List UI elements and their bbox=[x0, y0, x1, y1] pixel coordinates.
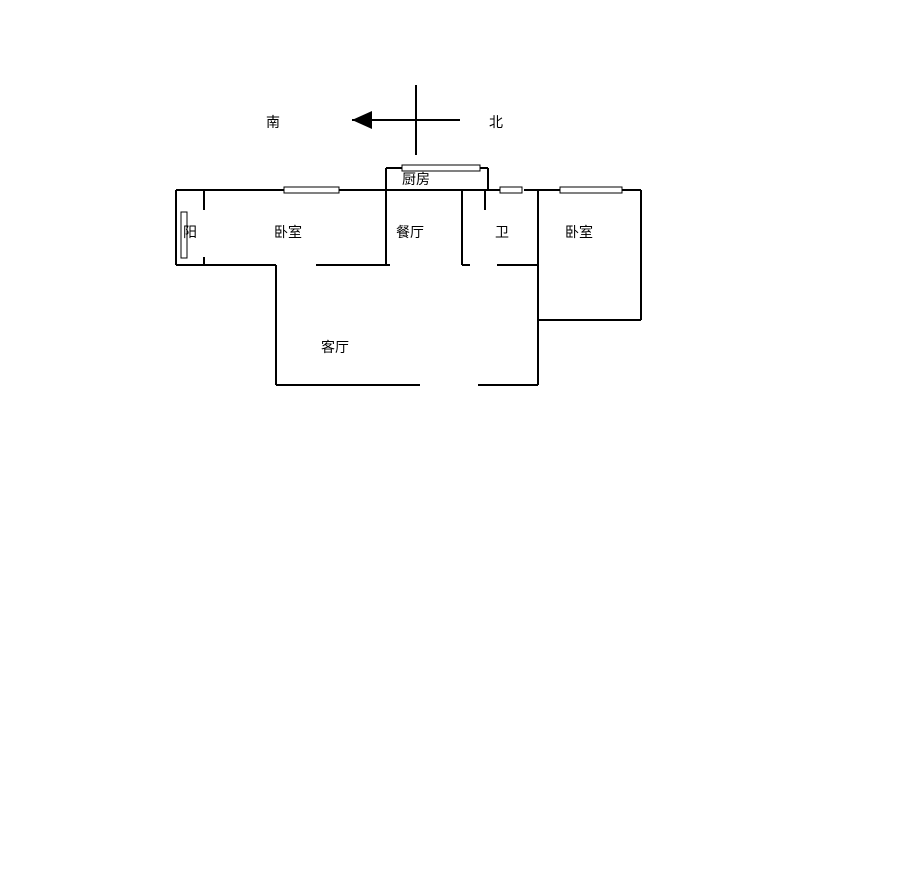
window-1 bbox=[284, 187, 339, 193]
room-label-balcony: 阳 bbox=[183, 225, 197, 241]
room-label-bathroom: 卫 bbox=[495, 226, 509, 241]
room-label-dining: 餐厅 bbox=[396, 225, 424, 241]
floor-plan-diagram: 南北 厨房阳卧室餐厅卫卧室客厅 bbox=[0, 0, 914, 889]
room-label-bedroom_w: 卧室 bbox=[274, 224, 302, 241]
room-label-kitchen: 厨房 bbox=[402, 172, 430, 188]
compass-north-label: 北 bbox=[489, 115, 503, 131]
window-3 bbox=[500, 187, 522, 193]
compass-south-label: 南 bbox=[266, 115, 280, 131]
window-4 bbox=[560, 187, 622, 193]
walls-group bbox=[176, 168, 641, 385]
room-label-bedroom_e: 卧室 bbox=[565, 224, 593, 241]
compass-group: 南北 bbox=[266, 85, 503, 155]
room-label-living: 客厅 bbox=[321, 339, 349, 356]
window-0 bbox=[402, 165, 480, 171]
compass-arrow-head bbox=[352, 111, 372, 129]
